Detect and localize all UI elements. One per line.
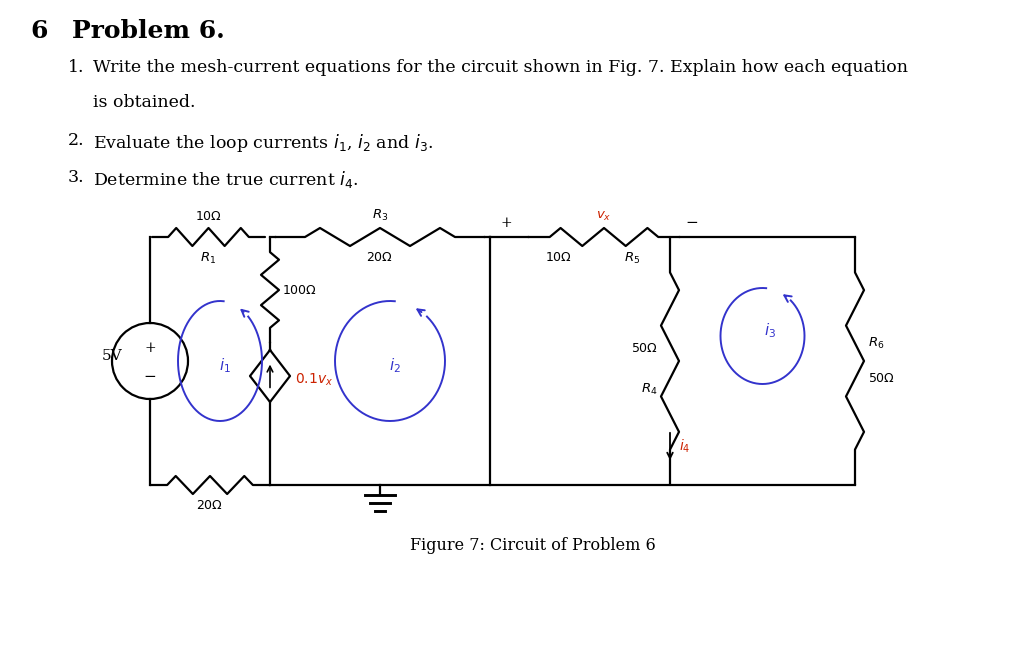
Text: $10\Omega$: $10\Omega$ bbox=[195, 210, 222, 223]
Text: Determine the true current $i_4$.: Determine the true current $i_4$. bbox=[93, 169, 358, 190]
Text: $i_2$: $i_2$ bbox=[389, 357, 401, 375]
Text: Write the mesh-current equations for the circuit shown in Fig. 7. Explain how ea: Write the mesh-current equations for the… bbox=[93, 59, 908, 76]
Text: $i_4$: $i_4$ bbox=[679, 438, 690, 455]
Text: is obtained.: is obtained. bbox=[93, 94, 196, 111]
Text: $v_x$: $v_x$ bbox=[596, 210, 611, 223]
Text: $50\Omega$: $50\Omega$ bbox=[868, 373, 895, 386]
Text: $R_3$: $R_3$ bbox=[372, 208, 388, 223]
Text: Figure 7: Circuit of Problem 6: Figure 7: Circuit of Problem 6 bbox=[410, 537, 655, 554]
Text: $100\Omega$: $100\Omega$ bbox=[282, 284, 317, 296]
Text: $R_4$: $R_4$ bbox=[641, 382, 658, 397]
Text: 2.: 2. bbox=[68, 132, 85, 149]
Text: Evaluate the loop currents $i_1$, $i_2$ and $i_3$.: Evaluate the loop currents $i_1$, $i_2$ … bbox=[93, 132, 433, 154]
Text: −: − bbox=[143, 370, 157, 384]
Text: $R_6$: $R_6$ bbox=[868, 336, 885, 351]
Text: $i_3$: $i_3$ bbox=[765, 322, 776, 340]
Text: $i_1$: $i_1$ bbox=[219, 357, 231, 375]
Text: $20\Omega$: $20\Omega$ bbox=[367, 251, 393, 264]
Text: 1.: 1. bbox=[68, 59, 85, 76]
Text: $R_5$: $R_5$ bbox=[624, 251, 640, 266]
Text: +: + bbox=[500, 216, 512, 230]
Text: $0.1v_x$: $0.1v_x$ bbox=[295, 372, 333, 388]
Text: Problem 6.: Problem 6. bbox=[72, 19, 224, 43]
Text: 5V: 5V bbox=[101, 349, 122, 363]
Text: −: − bbox=[685, 216, 697, 230]
Text: $10\Omega$: $10\Omega$ bbox=[545, 251, 572, 264]
Text: 6: 6 bbox=[30, 19, 47, 43]
Text: $50\Omega$: $50\Omega$ bbox=[631, 342, 658, 355]
Text: $20\Omega$: $20\Omega$ bbox=[197, 499, 223, 512]
Text: 3.: 3. bbox=[68, 169, 85, 186]
Text: +: + bbox=[144, 341, 156, 355]
Text: $R_1$: $R_1$ bbox=[201, 251, 217, 266]
